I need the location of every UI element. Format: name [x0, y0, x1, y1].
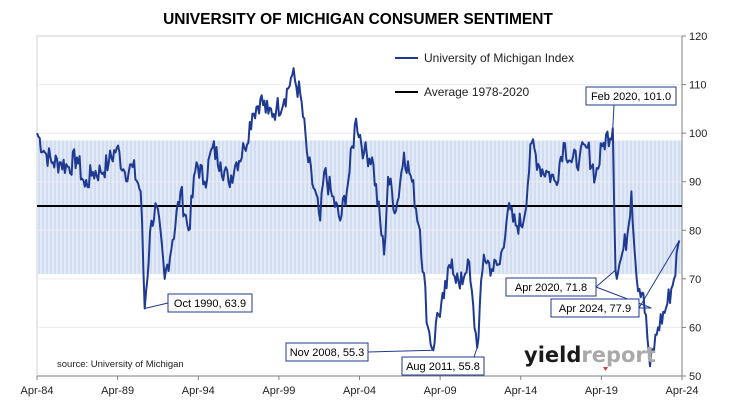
- annotation-box-2: [401, 356, 485, 376]
- x-tick-label-6: Apr-14: [504, 385, 537, 397]
- annotation-label-5: Apr 2024, 77.9: [559, 303, 631, 315]
- y-tick-labels: 50 60 70 80 90 100 110 120: [682, 31, 707, 383]
- annotation-leader-5: [638, 240, 680, 309]
- legend: University of Michigan Index Average 197…: [395, 51, 574, 99]
- y-tick-label-120: 120: [689, 31, 707, 43]
- yieldreport-logo: yieldreport: [524, 343, 656, 371]
- x-tick-label-3: Apr-99: [262, 385, 295, 397]
- y-tick-label-50: 50: [689, 371, 701, 383]
- annotation-label-0: Oct 1990, 63.9: [174, 298, 246, 310]
- y-tick-label-80: 80: [689, 225, 701, 237]
- annotation-leader-3: [612, 104, 615, 129]
- source-note: source: University of Michigan: [57, 359, 184, 370]
- gridlines: [37, 84, 682, 328]
- annotation-label-4: Apr 2020, 71.8: [515, 282, 587, 294]
- annotation-label-3: Feb 2020, 101.0: [591, 91, 671, 103]
- annotation-fan-4: [595, 286, 652, 309]
- annotation-box-0: [167, 293, 253, 313]
- svg-text:yieldreport: yieldreport: [524, 343, 656, 367]
- annotation-leader-2: [473, 347, 478, 358]
- annotation-label-2: Aug 2011, 55.8: [406, 361, 480, 373]
- x-tick-label-2: Apr-94: [182, 385, 215, 397]
- x-tick-label-7: Apr-19: [585, 385, 618, 397]
- y-tick-label-100: 100: [689, 128, 707, 140]
- annotation-leader-4: [595, 269, 616, 288]
- x-tick-label-1: Apr-89: [101, 385, 134, 397]
- annotation-box-1: [285, 342, 369, 362]
- annotation-leader-1: [367, 349, 434, 353]
- x-tick-labels: Apr-84 Apr-89 Apr-94 Apr-99 Apr-04 Apr-09 Apr-…: [20, 376, 699, 397]
- x-tick-label-0: Apr-84: [20, 385, 53, 397]
- band-hatch: [38, 140, 680, 274]
- legend-label-average: Average 1978-2020: [424, 85, 530, 99]
- x-tick-label-4: Apr-04: [343, 385, 376, 397]
- legend-label-index: University of Michigan Index: [424, 51, 574, 65]
- annotation-box-5: [550, 298, 640, 318]
- logo-accent-icon: [603, 367, 608, 371]
- average-band: [37, 140, 682, 274]
- annotation-leader-0: [144, 302, 169, 309]
- annotation-box-4: [505, 277, 597, 297]
- annotations: Oct 1990, 63.9 Nov 2008, 55.3 Aug 2011, 55…: [144, 86, 680, 376]
- y-tick-label-60: 60: [689, 322, 701, 334]
- y-tick-label-110: 110: [689, 80, 707, 92]
- y-tick-label-70: 70: [689, 274, 701, 286]
- logo-report-text: report: [581, 343, 655, 367]
- y-tick-label-90: 90: [689, 177, 701, 189]
- chart-title: UNIVERSITY OF MICHIGAN CONSUMER SENTIMEN…: [163, 11, 553, 28]
- logo-yield-text: yield: [524, 343, 581, 367]
- index-line: [36, 67, 681, 368]
- annotation-box-3: [585, 86, 677, 106]
- x-tick-label-8: Apr-24: [665, 385, 698, 397]
- series-lines: [36, 67, 682, 368]
- x-tick-label-5: Apr-09: [424, 385, 457, 397]
- annotation-label-1: Nov 2008, 55.3: [290, 347, 365, 359]
